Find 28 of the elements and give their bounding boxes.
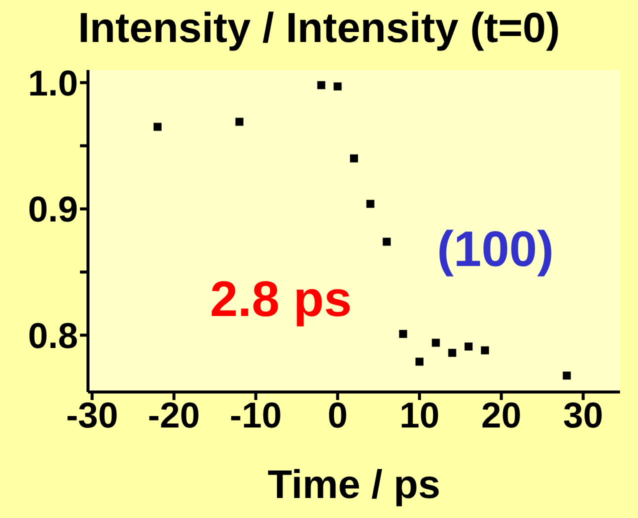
x-tick-label: -30 <box>66 394 118 436</box>
point <box>464 342 473 351</box>
x-tick-label: 10 <box>399 394 440 436</box>
x-tick-label: -10 <box>230 394 282 436</box>
annotation: 2.8 ps <box>210 270 352 328</box>
point <box>366 200 374 208</box>
x-tick-label: 20 <box>481 394 522 436</box>
point <box>562 372 571 380</box>
point <box>350 154 358 162</box>
y-tick-label: 0.9 <box>28 188 78 230</box>
x-tick-label: 0 <box>328 394 348 436</box>
point <box>480 346 489 354</box>
y-tick-label: 1.0 <box>28 62 78 104</box>
point <box>415 358 424 366</box>
point <box>317 81 326 90</box>
x-axis-title: Time / ps <box>268 463 440 507</box>
y-tick-label: 0.8 <box>28 314 78 356</box>
annotation: (100) <box>437 220 554 278</box>
x-tick-label: -20 <box>148 394 200 436</box>
x-tick-label: 30 <box>563 394 604 436</box>
point <box>235 118 244 126</box>
point <box>154 122 162 131</box>
point <box>448 348 456 357</box>
point <box>432 338 440 347</box>
point <box>382 238 391 246</box>
chart-title: Intensity / Intensity (t=0) <box>77 4 561 52</box>
point <box>334 82 342 90</box>
point <box>399 330 408 338</box>
